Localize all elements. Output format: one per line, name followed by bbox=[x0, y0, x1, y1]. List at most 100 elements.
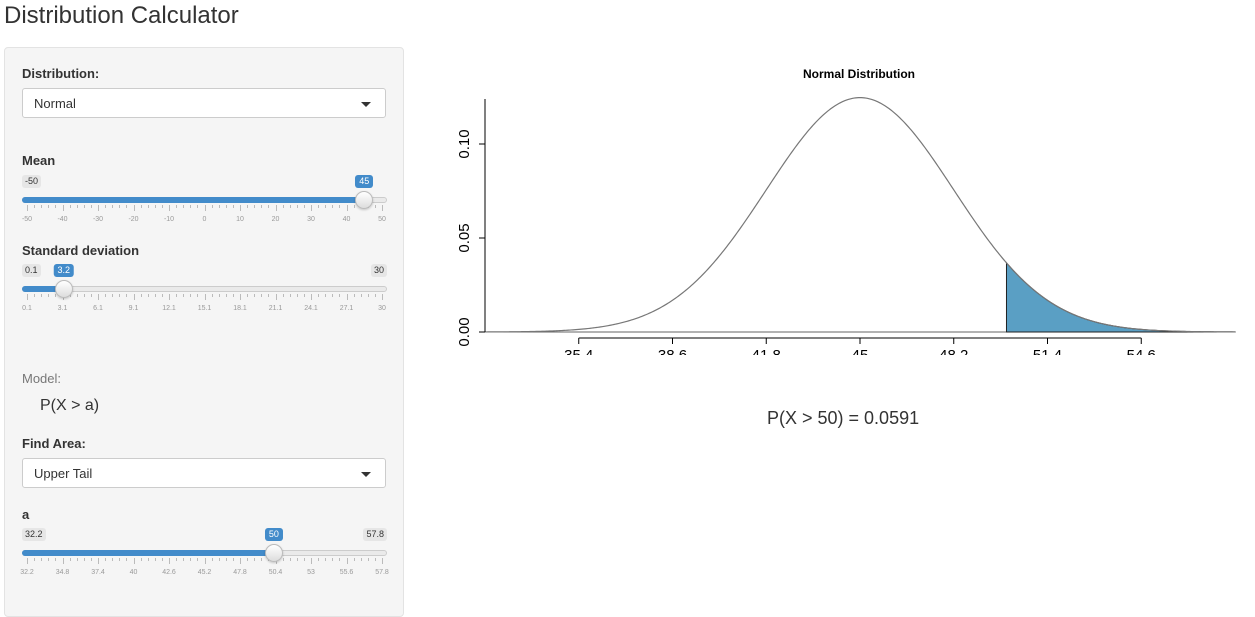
slider-tick bbox=[98, 558, 99, 564]
sd-slider-track[interactable] bbox=[22, 286, 387, 292]
slider-tick bbox=[311, 558, 312, 564]
slider-tick bbox=[303, 558, 305, 561]
mean-slider[interactable]: -50 45 -50 -40 -30 -20 -10 0 10 20 30 40 50 bbox=[22, 175, 387, 235]
slider-tick bbox=[225, 558, 227, 561]
slider-tick-label: 20 bbox=[271, 216, 280, 223]
slider-tick bbox=[133, 205, 135, 211]
distribution-select[interactable]: Normal bbox=[22, 88, 386, 118]
normal-distribution-plot: Normal Distribution 35.4 38.6 41.8 45 48.2 51… bbox=[456, 67, 1236, 355]
slider-tick bbox=[204, 558, 206, 564]
y-tick-label: 0.00 bbox=[456, 317, 473, 346]
slider-tick bbox=[190, 558, 192, 561]
slider-tick-label: 40 bbox=[342, 216, 351, 223]
slider-tick bbox=[90, 294, 92, 297]
slider-tick bbox=[197, 205, 199, 208]
slider-tick bbox=[140, 205, 142, 208]
slider-tick bbox=[62, 205, 64, 211]
slider-tick bbox=[48, 205, 50, 208]
x-tick-label: 41.8 bbox=[752, 347, 781, 355]
slider-tick bbox=[76, 205, 78, 208]
slider-tick bbox=[339, 205, 341, 208]
slider-tick bbox=[218, 558, 220, 561]
slider-tick bbox=[169, 205, 170, 211]
slider-tick bbox=[325, 205, 327, 208]
slider-tick bbox=[197, 294, 199, 297]
slider-tick bbox=[183, 205, 185, 208]
slider-tick bbox=[140, 294, 142, 297]
mean-slider-handle[interactable] bbox=[355, 191, 374, 209]
slider-tick-label: 37.4 bbox=[91, 569, 105, 576]
slider-tick bbox=[119, 558, 121, 561]
slider-tick bbox=[289, 558, 291, 561]
sd-slider-handle[interactable] bbox=[54, 280, 73, 298]
slider-tick bbox=[218, 205, 220, 208]
slider-tick bbox=[76, 294, 78, 297]
slider-tick bbox=[374, 558, 376, 561]
slider-tick bbox=[98, 294, 99, 300]
a-slider-value: 50 bbox=[264, 528, 283, 541]
slider-tick-label: 55.6 bbox=[339, 569, 354, 576]
slider-tick bbox=[318, 558, 320, 561]
slider-tick bbox=[34, 558, 36, 561]
slider-tick-label: 18.1 bbox=[233, 305, 247, 312]
mean-slider-min: -50 bbox=[22, 175, 42, 188]
slider-tick bbox=[176, 294, 178, 297]
slider-tick-label: 30 bbox=[307, 216, 315, 223]
slider-tick bbox=[147, 205, 149, 208]
slider-tick bbox=[339, 558, 341, 561]
shaded-tail-area bbox=[1005, 261, 1236, 333]
slider-tick bbox=[147, 294, 149, 297]
slider-tick bbox=[41, 558, 43, 561]
slider-tick bbox=[374, 205, 376, 208]
slider-tick bbox=[303, 294, 305, 297]
a-slider-handle[interactable] bbox=[264, 544, 283, 562]
x-tick-label: 48.2 bbox=[939, 347, 968, 355]
slider-tick bbox=[105, 205, 107, 208]
chevron-down-icon bbox=[361, 102, 371, 107]
chevron-down-icon bbox=[361, 472, 371, 477]
slider-tick-label: 32.2 bbox=[20, 569, 34, 576]
sd-slider-value: 3.2 bbox=[53, 264, 75, 277]
slider-tick bbox=[360, 294, 362, 297]
slider-tick bbox=[211, 294, 213, 297]
slider-tick bbox=[90, 205, 92, 208]
slider-tick bbox=[83, 558, 85, 561]
a-slider-tick-labels: 32.2 34.8 37.4 40 42.6 45.2 47.8 50.4 53 55.6 57.8 bbox=[20, 569, 389, 579]
slider-tick-label: 9.1 bbox=[128, 305, 139, 312]
sd-slider[interactable]: 0.1 30 3.2 0.1 3.1 6.1 9.1 12.1 15.1 18.1 21.1 2… bbox=[22, 264, 387, 324]
slider-tick bbox=[268, 294, 270, 297]
slider-tick bbox=[353, 294, 355, 297]
a-slider-fill bbox=[22, 550, 274, 556]
slider-tick bbox=[190, 294, 192, 297]
slider-tick-label: 57.8 bbox=[375, 569, 389, 576]
slider-tick bbox=[240, 205, 241, 211]
mean-label: Mean bbox=[22, 153, 56, 168]
slider-tick bbox=[346, 205, 348, 211]
slider-tick bbox=[183, 294, 185, 297]
slider-tick bbox=[232, 205, 234, 208]
slider-tick bbox=[169, 294, 170, 300]
find-area-label: Find Area: bbox=[22, 436, 86, 451]
slider-tick bbox=[154, 294, 156, 297]
slider-tick-label: 24.1 bbox=[304, 305, 318, 312]
slider-tick bbox=[353, 205, 355, 208]
slider-tick-label: 45.2 bbox=[197, 569, 212, 576]
slider-tick-label: 15.1 bbox=[197, 305, 212, 312]
slider-tick-label: -10 bbox=[163, 216, 175, 223]
slider-tick-label: -30 bbox=[92, 216, 104, 223]
slider-tick bbox=[275, 294, 277, 300]
slider-tick bbox=[83, 205, 85, 208]
slider-tick bbox=[69, 558, 71, 561]
slider-tick bbox=[268, 205, 270, 208]
find-area-select-value: Upper Tail bbox=[34, 466, 93, 481]
a-slider[interactable]: 32.2 57.8 50 32.2 34.8 37.4 40 42.6 45.2 47.8 5… bbox=[20, 528, 389, 588]
mean-slider-fill bbox=[22, 197, 365, 203]
slider-tick bbox=[204, 294, 206, 300]
x-tick-label: 45 bbox=[852, 347, 869, 355]
slider-tick bbox=[247, 558, 249, 561]
sd-slider-max: 30 bbox=[370, 264, 387, 277]
find-area-select[interactable]: Upper Tail bbox=[22, 458, 386, 488]
slider-tick bbox=[247, 294, 249, 297]
model-formula: P(X > a) bbox=[40, 397, 100, 414]
a-label: a bbox=[22, 507, 30, 522]
